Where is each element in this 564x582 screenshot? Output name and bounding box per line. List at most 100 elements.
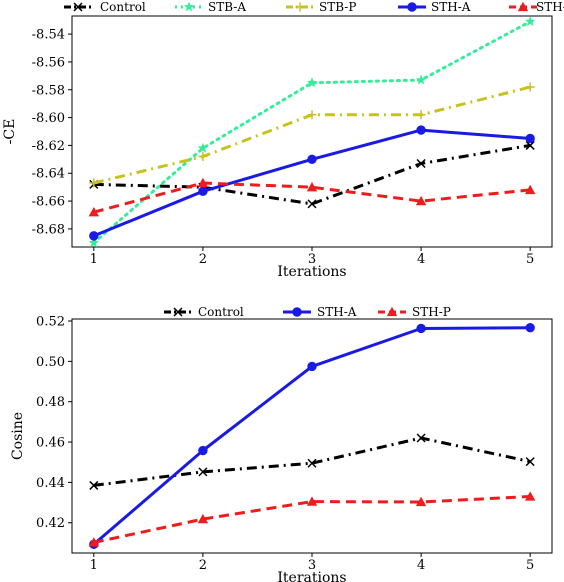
y-tick-label: 0.44	[36, 476, 65, 491]
legend-marker	[73, 2, 83, 12]
x-axis-label: Iterations	[277, 570, 346, 582]
legend-label: STH-P	[536, 0, 564, 14]
x-tick-label: 4	[417, 252, 425, 267]
legend-label: STB-P	[319, 0, 356, 14]
legend-item-sth-a: STH-A	[283, 305, 357, 319]
legend-item-sth-a: STH-A	[398, 0, 471, 14]
data-point-control	[416, 433, 426, 443]
x-tick-label: 2	[199, 252, 207, 267]
data-point-sth-a	[525, 133, 535, 144]
y-axis-label: -CE	[2, 119, 18, 145]
legend-label: Control	[100, 0, 146, 14]
series-line-sth-a	[92, 326, 531, 546]
y-tick-label: -8.66	[32, 195, 65, 210]
data-point-sth-p	[197, 513, 209, 524]
x-tick-label: 5	[526, 252, 534, 267]
y-axis-label: Cosine	[10, 412, 26, 460]
data-point-sth-a	[307, 154, 317, 165]
chart-panel-2: 1 2 3 4 5 0.42 0.44 0.46 0.48 0.50 0.52 Iterations C…	[10, 305, 553, 582]
legend-label: STB-A	[208, 0, 246, 14]
data-point-control	[416, 158, 426, 169]
data-point-control	[307, 458, 317, 468]
series-line-sth-p	[93, 181, 531, 214]
data-point-stb-p	[307, 110, 317, 120]
legend-marker	[386, 306, 398, 317]
data-point-sth-a	[416, 125, 426, 135]
data-point-sth-p	[306, 181, 318, 192]
data-point-control	[525, 457, 535, 467]
legend-marker	[173, 307, 183, 317]
data-point-stb-p	[525, 82, 535, 92]
legend-marker	[292, 307, 302, 317]
x-tick-label: 1	[90, 252, 98, 267]
legend: Control STH-A STH-P	[164, 305, 451, 319]
data-point-sth-p	[415, 195, 427, 206]
y-tick-label: -8.54	[32, 28, 65, 43]
series-line-stb-p	[93, 85, 531, 185]
data-point-stb-a	[415, 74, 427, 85]
data-point-sth-p	[306, 496, 318, 506]
series-control	[89, 433, 535, 490]
data-point-stb-a	[525, 16, 536, 26]
x-tick-label: 1	[90, 558, 98, 573]
data-point-sth-a	[416, 323, 426, 334]
x-tick-label: 3	[308, 558, 316, 573]
legend: Control STB-A STB-P STH-A STH-P	[64, 0, 564, 14]
legend-label: STH-A	[317, 305, 357, 319]
data-point-sth-p	[88, 207, 100, 217]
series-stb-p	[89, 82, 535, 188]
data-point-sth-a	[198, 186, 208, 197]
legend-marker	[517, 1, 529, 12]
series-control	[89, 140, 535, 209]
data-point-control	[525, 140, 535, 150]
series-sth-a	[89, 322, 535, 550]
series-sth-p	[88, 491, 536, 547]
y-tick-label: -8.60	[32, 111, 65, 126]
series-line-control	[93, 436, 531, 487]
data-point-stb-a	[88, 237, 99, 248]
legend-marker	[183, 1, 195, 12]
legend-marker	[295, 2, 305, 12]
legend-label: STH-P	[412, 305, 451, 319]
x-tick-label: 5	[526, 558, 534, 573]
data-point-stb-p	[416, 110, 426, 120]
y-tick-label: -8.56	[32, 55, 65, 70]
y-tick-label: -8.64	[32, 167, 65, 182]
y-tick-label: -8.68	[32, 222, 65, 237]
legend-item-sth-p: STH-P	[378, 305, 451, 319]
data-point-control	[307, 199, 317, 209]
x-tick-label: 3	[308, 252, 316, 267]
data-point-sth-p	[197, 177, 209, 188]
data-point-stb-a	[197, 142, 209, 153]
data-point-control	[89, 480, 99, 490]
chart-panel-1: 1 2 3 4 5 -8.68 -8.66 -8.64 -8.62 -8.60 -8.58 -8.56…	[2, 0, 564, 280]
series-line-control	[93, 143, 531, 206]
y-tick-label: 0.50	[36, 355, 65, 370]
y-tick-label: 0.48	[36, 395, 65, 410]
series-sth-p	[88, 177, 536, 217]
x-axis-label: Iterations	[277, 264, 346, 280]
legend-label: Control	[198, 305, 244, 319]
y-tick-label: 0.46	[36, 436, 65, 451]
data-point-stb-p	[198, 152, 208, 162]
x-tick-label: 2	[199, 558, 207, 573]
data-point-sth-a	[198, 445, 208, 456]
legend-item-control: Control	[64, 0, 146, 14]
legend-marker	[407, 2, 417, 12]
data-point-sth-a	[307, 361, 317, 372]
x-tick-label: 4	[417, 558, 425, 573]
data-point-sth-p	[524, 491, 536, 501]
legend-label: STH-A	[431, 0, 471, 14]
series-stb-a	[88, 16, 536, 248]
y-tick-label: -8.62	[32, 139, 65, 154]
legend-item-sth-p: STH-P	[509, 0, 564, 14]
data-point-sth-p	[524, 184, 536, 195]
data-point-control	[198, 467, 208, 477]
plot-frame	[71, 318, 553, 554]
y-tick-label: -8.58	[32, 83, 65, 98]
data-point-sth-p	[415, 496, 427, 507]
legend-item-control: Control	[164, 305, 244, 319]
data-point-sth-p	[88, 537, 100, 547]
series-sth-a	[89, 125, 535, 241]
